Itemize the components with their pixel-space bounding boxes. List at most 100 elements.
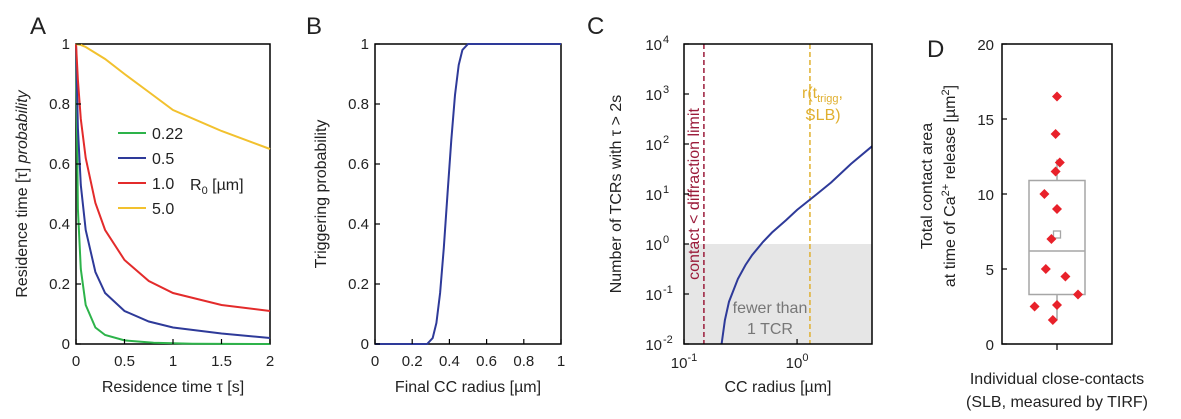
b-ytick-label: 0.2 [348, 276, 369, 293]
c-ytick-exponent: 4 [663, 34, 669, 46]
a-series-line-1 [75, 43, 271, 339]
b-ytick-label: 0.8 [348, 96, 369, 113]
panel-c-ylabel: Number of TCRs with τ > 2s [608, 95, 625, 294]
panel-d-ylabel-line1: Total contact area [919, 123, 936, 249]
c-ytick-exponent: 0 [663, 234, 669, 246]
panel-c-xlabel: CC radius [µm] [724, 379, 831, 396]
panel-b-ylabel: Triggering probability [313, 120, 330, 269]
panel-b-axes-box [374, 43, 562, 345]
d-data-point [1040, 264, 1051, 274]
d-iqr-box [1028, 179, 1086, 296]
d-ytick-label: 5 [986, 262, 994, 279]
panel-d-points [1029, 91, 1083, 325]
panel-d-xlabel-line1: Individual close-contacts [970, 371, 1144, 388]
c-xtick-label: 10-1 [671, 352, 697, 372]
legend-unit: R0 [µm] [190, 177, 244, 197]
d-data-point [1050, 166, 1061, 177]
d-data-point [1060, 271, 1071, 282]
a-series-line-0 [75, 43, 271, 345]
d-data-point [1046, 234, 1057, 244]
panel-b-label: B [306, 13, 322, 40]
panel-a-xticks: 0 0.5 1 1.5 2 [72, 339, 274, 370]
c-ytick-label: 10 [645, 337, 662, 354]
c-xtick-label: 100 [786, 352, 809, 372]
panel-d-xlabel-line2: (SLB, measured by TIRF) [966, 394, 1148, 411]
panel-d-yticks: 0 5 10 15 20 [977, 37, 1007, 354]
d-data-point [1052, 300, 1062, 310]
d-data-point [1073, 289, 1083, 300]
c-ytick-label: 10 [645, 287, 662, 304]
panel-b-series [375, 43, 561, 345]
a-series-line-3 [75, 43, 271, 150]
b-series-line-0 [375, 43, 561, 345]
b-xtick-label: 0 [371, 353, 379, 370]
panel-c-trigger-radius-label-2: SLB) [805, 107, 841, 124]
panel-c-shade-text-1: fewer than [733, 300, 808, 317]
b-ytick-label: 1 [361, 36, 369, 53]
a-xtick-label: 0.5 [114, 353, 135, 370]
panel-d-boxplot [1028, 159, 1086, 320]
panel-a-legend: 0.22 0.5 1.0 5.0 R0 [µm] [118, 126, 244, 218]
panel-b-xticks: 0 0.2 0.4 0.6 0.8 1 [371, 339, 565, 370]
c-ytick-exponent: -1 [663, 284, 673, 296]
panel-a-ylabel: Residence time [τ] probability [14, 89, 31, 297]
d-ytick-label: 15 [977, 112, 994, 129]
panel-b-yticks: 0 0.2 0.4 0.6 0.8 1 [348, 36, 380, 353]
d-ytick-label: 20 [977, 37, 994, 54]
c-series-line-0 [720, 145, 873, 345]
a-ytick-label: 0 [62, 336, 70, 353]
b-xtick-label: 1 [557, 353, 565, 370]
legend-label-0: 0.22 [152, 126, 183, 143]
panel-d: D 0 5 10 15 20 Total contact area at time of… [919, 36, 1148, 411]
panel-c-shade-text-2: 1 TCR [747, 321, 793, 338]
a-ytick-label: 0.4 [49, 216, 70, 233]
d-data-point [1047, 315, 1058, 325]
panel-d-ylabel-line2: at time of Ca2+ release [µm2] [940, 85, 959, 287]
panel-a-label: A [30, 13, 46, 40]
c-ytick-exponent: 3 [663, 84, 669, 96]
legend-label-2: 1.0 [152, 176, 174, 193]
a-ytick-label: 1 [62, 36, 70, 53]
b-ytick-label: 0.6 [348, 156, 369, 173]
d-data-point [1052, 204, 1062, 214]
d-data-point [1050, 129, 1061, 139]
panel-c-label: C [587, 13, 604, 40]
panel-b: B 0 0.2 0.4 0.6 0.8 1 0 0.2 0.4 0.6 0.8 1 Final CC… [306, 13, 565, 396]
b-ytick-label: 0 [361, 336, 369, 353]
d-data-point [1039, 189, 1050, 199]
panel-c: C fewer than 1 TCR contact < diffraction… [587, 13, 873, 396]
a-ytick-label: 0.6 [49, 156, 70, 173]
panel-a-xlabel: Residence time τ [s] [102, 379, 244, 396]
panel-b-xlabel: Final CC radius [µm] [395, 379, 541, 396]
d-mean-marker [1052, 230, 1062, 239]
a-xtick-label: 2 [266, 353, 274, 370]
d-data-point [1052, 91, 1062, 102]
a-ytick-label: 0.8 [49, 96, 70, 113]
panel-a-axes-box [75, 43, 271, 345]
c-ytick-label: 10 [645, 37, 662, 54]
panel-a: A 0 0.5 1 1.5 2 0 0.2 0.4 0.6 0.8 1 Residence tim… [14, 13, 274, 396]
b-xtick-label: 0.2 [402, 353, 423, 370]
c-ytick-label: 10 [645, 137, 662, 154]
c-ytick-exponent: 2 [663, 134, 669, 146]
c-ytick-exponent: 1 [663, 184, 669, 196]
d-ytick-label: 0 [986, 337, 994, 354]
a-xtick-label: 0 [72, 353, 80, 370]
panel-c-xticks: 10-1 100 [671, 339, 809, 372]
panel-c-series [720, 145, 873, 345]
panel-d-label: D [927, 36, 944, 63]
b-xtick-label: 0.8 [513, 353, 534, 370]
panel-a-yticks: 0 0.2 0.4 0.6 0.8 1 [49, 36, 81, 353]
c-ytick-label: 10 [645, 237, 662, 254]
b-xtick-label: 0.6 [476, 353, 497, 370]
d-data-point [1054, 157, 1065, 168]
c-ytick-label: 10 [645, 87, 662, 104]
b-ytick-label: 0.4 [348, 216, 369, 233]
d-data-point [1029, 301, 1040, 312]
a-xtick-label: 1 [169, 353, 177, 370]
a-series-line-2 [75, 43, 271, 312]
c-ytick-exponent: -2 [663, 334, 673, 346]
legend-label-1: 0.5 [152, 151, 174, 168]
